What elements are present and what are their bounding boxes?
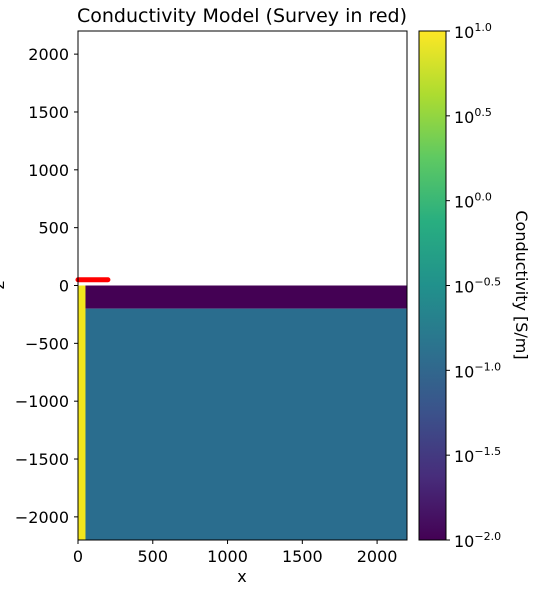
y-tick-label: 2000: [28, 45, 69, 64]
x-tick-label: 2000: [357, 547, 398, 566]
colorbar-tick-label: 10−0.5: [454, 276, 501, 297]
chart-title: Conductivity Model (Survey in red): [77, 5, 407, 27]
y-tick-label: 500: [38, 219, 69, 238]
x-axis-ticks: 0 500 1000 1500 2000: [73, 540, 398, 566]
y-tick-label: −2000: [15, 508, 69, 527]
colorbar-tick-label: 10−1.5: [454, 445, 501, 466]
colorbar-label: Conductivity [S/m]: [512, 210, 531, 359]
y-axis-ticks: 2000 1500 1000 500 0 −500 −1000 −1500 −2000: [15, 45, 78, 527]
colorbar: [418, 30, 447, 541]
colorbar-tick-label: 100.0: [454, 191, 492, 212]
y-axis-label: z: [0, 281, 8, 289]
colorbar-tick-label: 10−2.0: [454, 530, 501, 551]
y-tick-label: −1000: [15, 392, 69, 411]
cell-air: [78, 31, 407, 286]
cell-conductor-strip: [78, 285, 86, 540]
x-axis-label: x: [237, 567, 246, 586]
y-tick-label: 0: [59, 277, 69, 296]
x-tick-label: 1500: [282, 547, 323, 566]
y-tick-label: 1500: [28, 103, 69, 122]
x-tick-label: 1000: [207, 547, 248, 566]
cell-top-layer: [78, 285, 407, 309]
y-tick-label: 1000: [28, 161, 69, 180]
y-tick-label: −1500: [15, 450, 69, 469]
y-tick-label: −500: [25, 334, 69, 353]
cell-halfspace: [78, 308, 407, 540]
x-tick-label: 500: [137, 547, 168, 566]
colorbar-tick-label: 101.0: [454, 21, 492, 42]
model-cells: [78, 31, 407, 540]
colorbar-tick-label: 100.5: [454, 106, 492, 127]
x-tick-label: 0: [73, 547, 83, 566]
colorbar-ticks: 101.0 100.5 100.0 10−0.5 10−1.0 10−1.5 10−2.0: [446, 21, 501, 551]
colorbar-tick-label: 10−1.0: [454, 360, 501, 381]
